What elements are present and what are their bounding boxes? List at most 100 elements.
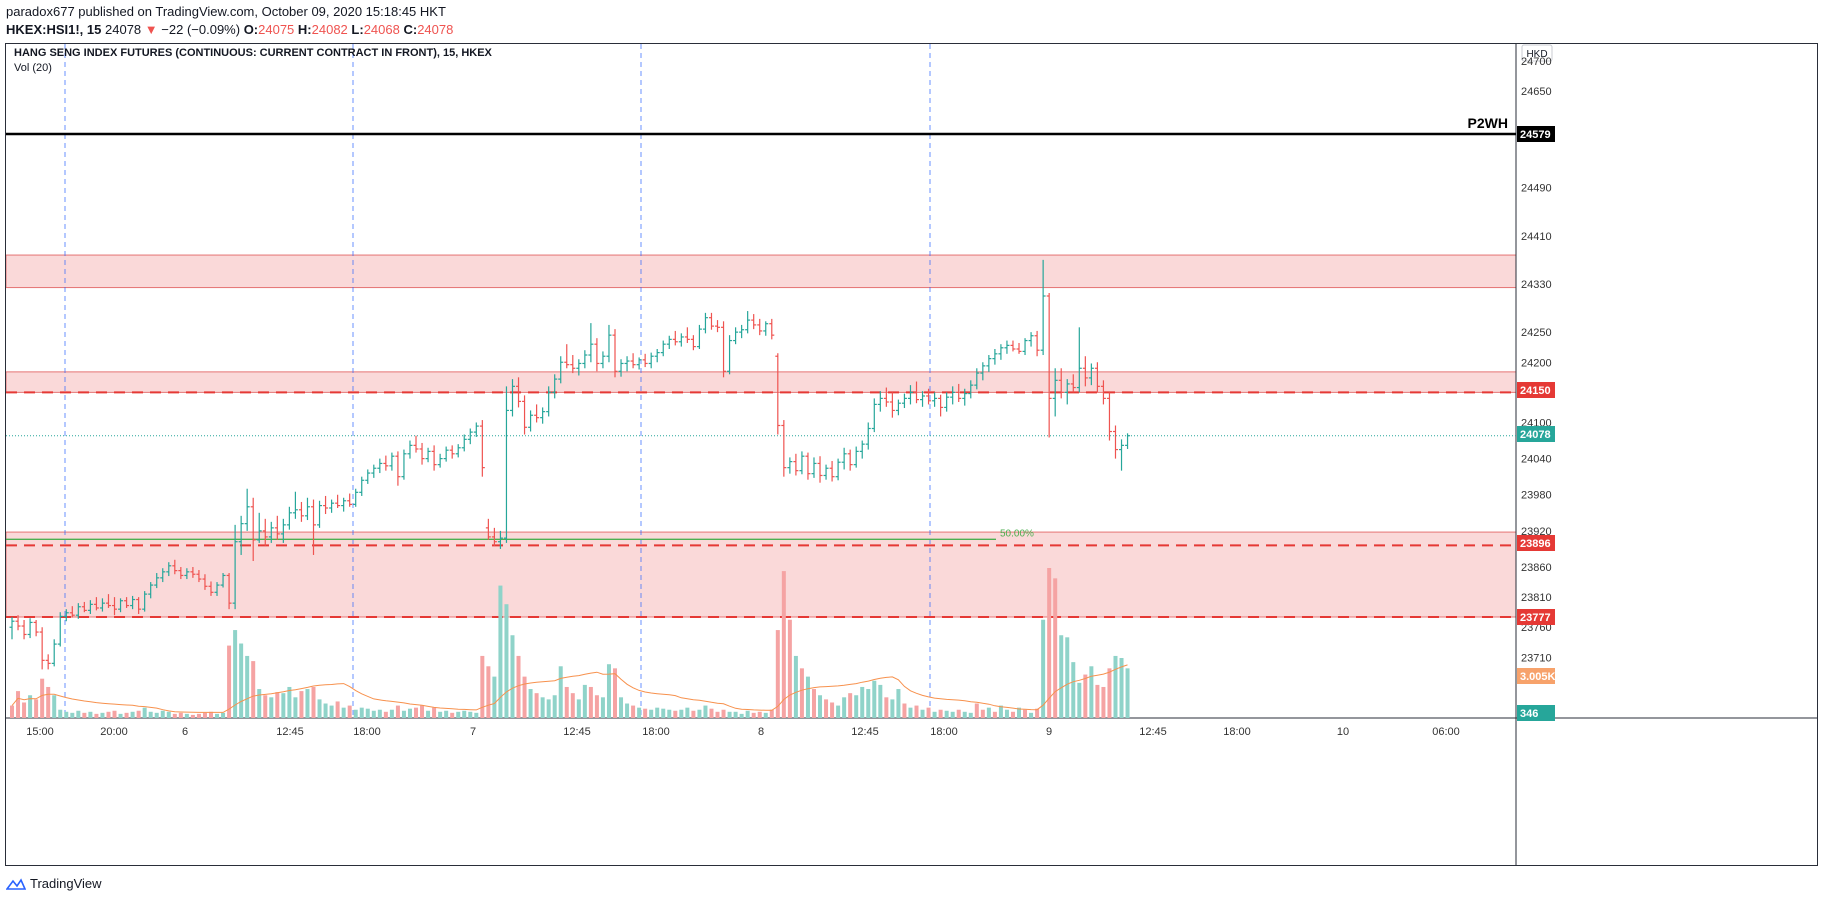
volume-bar [986,707,991,718]
price-badge [1517,126,1555,142]
ohlc-bar [166,562,172,577]
open-value: 24075 [258,22,295,37]
volume-bar [1065,637,1070,718]
ohlc-bar [950,386,956,405]
ohlc-bar [612,329,618,378]
ohlc-bar [268,521,274,543]
ohlc-bar [871,398,877,433]
ohlc-bar [292,491,298,519]
ohlc-bar [57,612,63,647]
ohlc-bar [576,359,582,376]
volume-bar [1113,655,1118,718]
chart-title: HANG SENG INDEX FUTURES (CONTINUOUS: CUR… [14,47,493,59]
volume-bar [251,661,256,718]
ohlc-bar [558,356,564,384]
volume-bar [395,705,400,718]
volume-bar [667,709,672,718]
y-tick-label: 23860 [1521,562,1552,574]
volume-bar [142,707,147,718]
ohlc-bar [154,573,160,589]
volume-bar [58,709,63,718]
volume-bar [878,684,883,718]
volume-bar [582,684,587,718]
x-tick-label: 06:00 [1432,726,1460,738]
x-tick-label: 6 [182,726,188,738]
volume-bar [890,699,895,718]
ohlc-bar [624,356,630,372]
ohlc-bar [365,469,371,484]
volume-bar [233,630,238,718]
volume-bar [522,676,527,718]
volume-bar [594,695,599,718]
volume-bar [751,712,756,718]
ohlc-bar [974,368,980,390]
ohlc-bar [684,327,690,343]
ohlc-bar [196,570,202,583]
volume-bar [329,705,334,718]
ohlc-bar [956,383,962,402]
ohlc-bar [371,464,377,478]
volume-bar [992,711,997,718]
volume-bar [866,689,871,718]
ohlc-bar [39,627,45,670]
ohlc-bar [1040,259,1046,356]
ohlc-bar [383,455,389,471]
volume-bar [528,689,533,718]
x-tick-label: 12:45 [851,726,879,738]
price-chart[interactable]: P2WH 50.00% HANG SENG INDEX FUTURES (CONTI… [6,44,1817,865]
x-tick-label: 12:45 [276,726,304,738]
x-tick-label: 18:00 [1223,726,1251,738]
ohlc-bar [190,567,196,578]
ohlc-bar [1022,338,1028,356]
volume-bar [504,604,509,718]
volume-bar [40,678,45,718]
y-tick-label: 23760 [1521,622,1552,634]
ohlc-bar [1106,392,1112,441]
price-badge-label: 3.005K [1520,671,1556,683]
ohlc-bar [811,457,817,478]
ohlc-bar [570,355,576,374]
volume-bar [998,705,1003,718]
ohlc-bar [721,321,727,378]
volume-bar [196,713,201,718]
volume-bar [697,709,702,718]
volume-bar [860,686,865,718]
ohlc-bar [298,501,304,522]
chart-panel[interactable]: P2WH 50.00% HANG SENG INDEX FUTURES (CONTI… [5,43,1818,866]
ohlc-bar [232,524,238,610]
volume-bar [462,710,467,718]
ohlc-bar [485,518,491,540]
ohlc-bar [184,568,190,580]
ohlc-bar [552,374,558,399]
ohlc-bar [99,598,105,612]
volume-bar [516,655,521,718]
volume-bar [1004,709,1009,718]
publisher-text: paradox677 published on TradingView.com,… [6,4,446,19]
ohlc-bar [274,515,280,540]
ohlc-bar [1100,380,1106,405]
price-badge [1517,705,1555,721]
currency-label: HKD [1526,49,1547,60]
ohlc-bar [528,410,534,432]
currency-button [1521,44,1553,62]
ohlc-bar [654,349,660,363]
symbol-name[interactable]: HKEX:HSI1!, 15 [6,22,102,37]
volume-bar [1029,712,1034,718]
volume-bar [643,708,648,718]
volume-bar [269,697,274,718]
high-label: H: [297,22,312,37]
volume-bar [239,643,244,718]
volume-bar [70,712,75,718]
volume-bar [293,697,298,718]
ohlc-bar [920,391,926,407]
ohlc-bar [847,449,853,471]
open-label: O: [243,22,259,37]
volume-bar [570,693,575,718]
ohlc-bar [172,559,178,575]
ohlc-bar [130,595,136,610]
volume-bar [625,703,630,718]
volume-bar [389,709,394,718]
volume-bar [94,713,99,718]
ohlc-bar [564,344,570,369]
footer-brand[interactable]: TradingView [6,876,102,891]
